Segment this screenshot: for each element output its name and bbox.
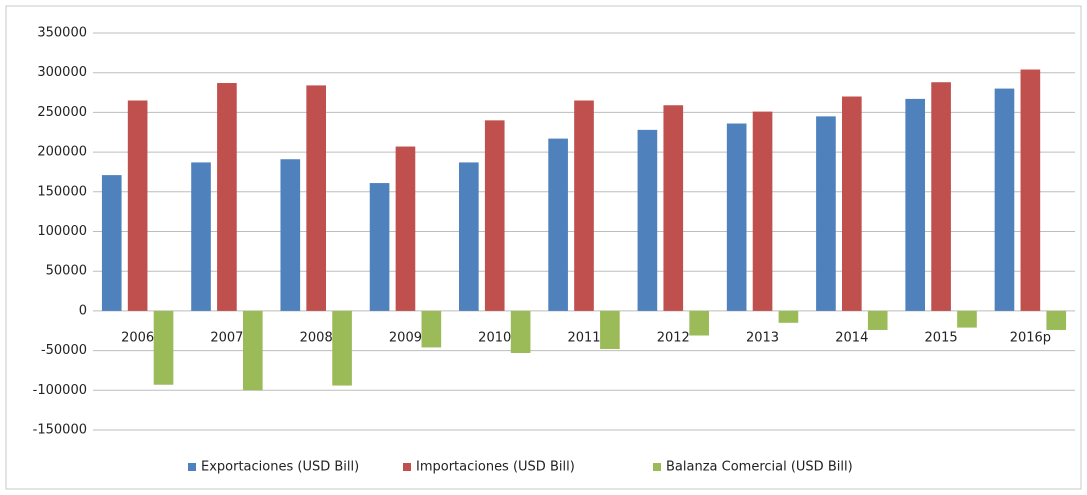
bar: [395, 146, 416, 311]
bar: [637, 129, 658, 311]
bar: [153, 310, 174, 385]
y-tick-label: -150000: [33, 423, 87, 438]
bar: [778, 310, 799, 323]
x-tick-label: 2016p: [1010, 330, 1051, 345]
bar: [101, 175, 122, 311]
x-tick-label: 2013: [746, 330, 779, 345]
bar: [280, 159, 301, 311]
bar: [332, 310, 352, 386]
legend-swatch: [653, 463, 661, 471]
y-tick-label: 100000: [37, 224, 87, 239]
bar: [217, 83, 237, 311]
x-tick-label: 2007: [210, 330, 243, 345]
bar: [957, 310, 977, 328]
y-tick-label: 250000: [37, 105, 87, 120]
bar: [752, 111, 773, 311]
legend-swatch: [188, 463, 196, 471]
bar: [600, 310, 620, 350]
legend-swatch: [403, 463, 411, 471]
x-tick-label: 2011: [567, 330, 600, 345]
bar: [306, 85, 327, 311]
x-tick-label: 2015: [925, 330, 958, 345]
legend-label: Balanza Comercial (USD Bill): [666, 460, 853, 475]
x-tick-label: 2014: [835, 330, 868, 345]
x-tick-label: 2008: [300, 330, 333, 345]
bar: [1046, 310, 1067, 330]
bar: [994, 88, 1015, 311]
y-tick-label: 300000: [37, 65, 87, 80]
bar: [421, 310, 442, 348]
y-tick-label: 150000: [37, 184, 87, 199]
bar: [841, 96, 862, 311]
x-tick-label: 2012: [657, 330, 690, 345]
bar: [816, 116, 836, 311]
y-tick-label: 200000: [37, 145, 87, 160]
bar: [689, 310, 709, 336]
y-tick-label: 0: [79, 303, 87, 318]
legend-label: Importaciones (USD Bill): [416, 460, 575, 475]
bar: [905, 98, 926, 311]
y-tick-label: -50000: [41, 343, 87, 358]
y-tick-label: 50000: [46, 264, 87, 279]
x-tick-label: 2009: [389, 330, 422, 345]
bar: [191, 162, 211, 311]
bar: [127, 100, 148, 311]
bar: [242, 310, 263, 391]
bar: [510, 310, 531, 353]
bar: [574, 100, 594, 311]
legend-label: Exportaciones (USD Bill): [201, 460, 359, 475]
y-tick-label: -100000: [33, 383, 87, 398]
bar: [459, 162, 479, 311]
x-tick-label: 2010: [478, 330, 511, 345]
bar: [484, 120, 505, 311]
bar: [369, 183, 390, 311]
bar: [867, 310, 888, 330]
y-tick-label: 350000: [37, 26, 87, 41]
bar: [663, 105, 684, 311]
bar: [1020, 69, 1041, 311]
x-tick-label: 2006: [121, 330, 154, 345]
chart-frame: [5, 5, 1082, 490]
bar: [726, 123, 747, 311]
bar: [931, 82, 951, 311]
bar: [548, 138, 568, 311]
